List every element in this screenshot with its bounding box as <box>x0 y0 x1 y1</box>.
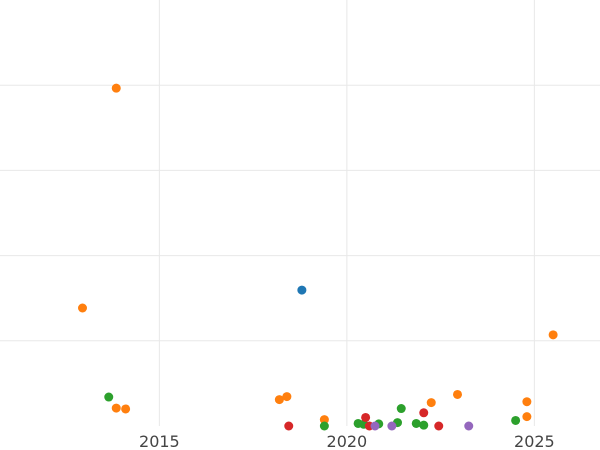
x-axis-tick-labels: 2015 2020 2025 <box>139 432 555 450</box>
data-point-s4-1 <box>387 421 397 431</box>
data-point-s2-8 <box>419 420 429 430</box>
data-point-s1-5 <box>282 392 292 402</box>
data-point-s1-3 <box>121 404 131 414</box>
data-point-s1-2 <box>111 403 121 413</box>
data-point-s1-6 <box>319 415 329 425</box>
data-point-s4-0 <box>370 421 380 431</box>
data-point-s4-2 <box>464 421 474 431</box>
data-point-s1-8 <box>453 389 462 399</box>
x-tick-label-2: 2025 <box>514 432 555 450</box>
data-point-s1-1 <box>78 303 87 313</box>
data-point-s1-11 <box>548 330 558 340</box>
data-point-s3-4 <box>434 421 444 431</box>
data-point-s2-0 <box>104 392 114 402</box>
data-point-s1-7 <box>426 398 436 408</box>
data-point-s1-9 <box>522 397 532 407</box>
data-point-s1-0 <box>111 83 121 93</box>
data-point-s2-6 <box>396 404 406 414</box>
data-points <box>78 83 558 431</box>
data-point-s2-1 <box>319 421 329 431</box>
x-tick-label-0: 2015 <box>139 432 180 450</box>
data-point-s3-3 <box>419 408 429 418</box>
data-point-s3-0 <box>284 421 294 431</box>
data-point-s3-1 <box>361 412 371 422</box>
data-point-s0-0 <box>297 285 307 295</box>
data-point-s1-4 <box>274 395 284 405</box>
data-point-s1-10 <box>522 412 532 422</box>
data-point-s2-7 <box>411 418 421 428</box>
grid <box>0 0 600 426</box>
data-point-s2-9 <box>511 415 521 425</box>
x-tick-label-1: 2020 <box>327 432 368 450</box>
